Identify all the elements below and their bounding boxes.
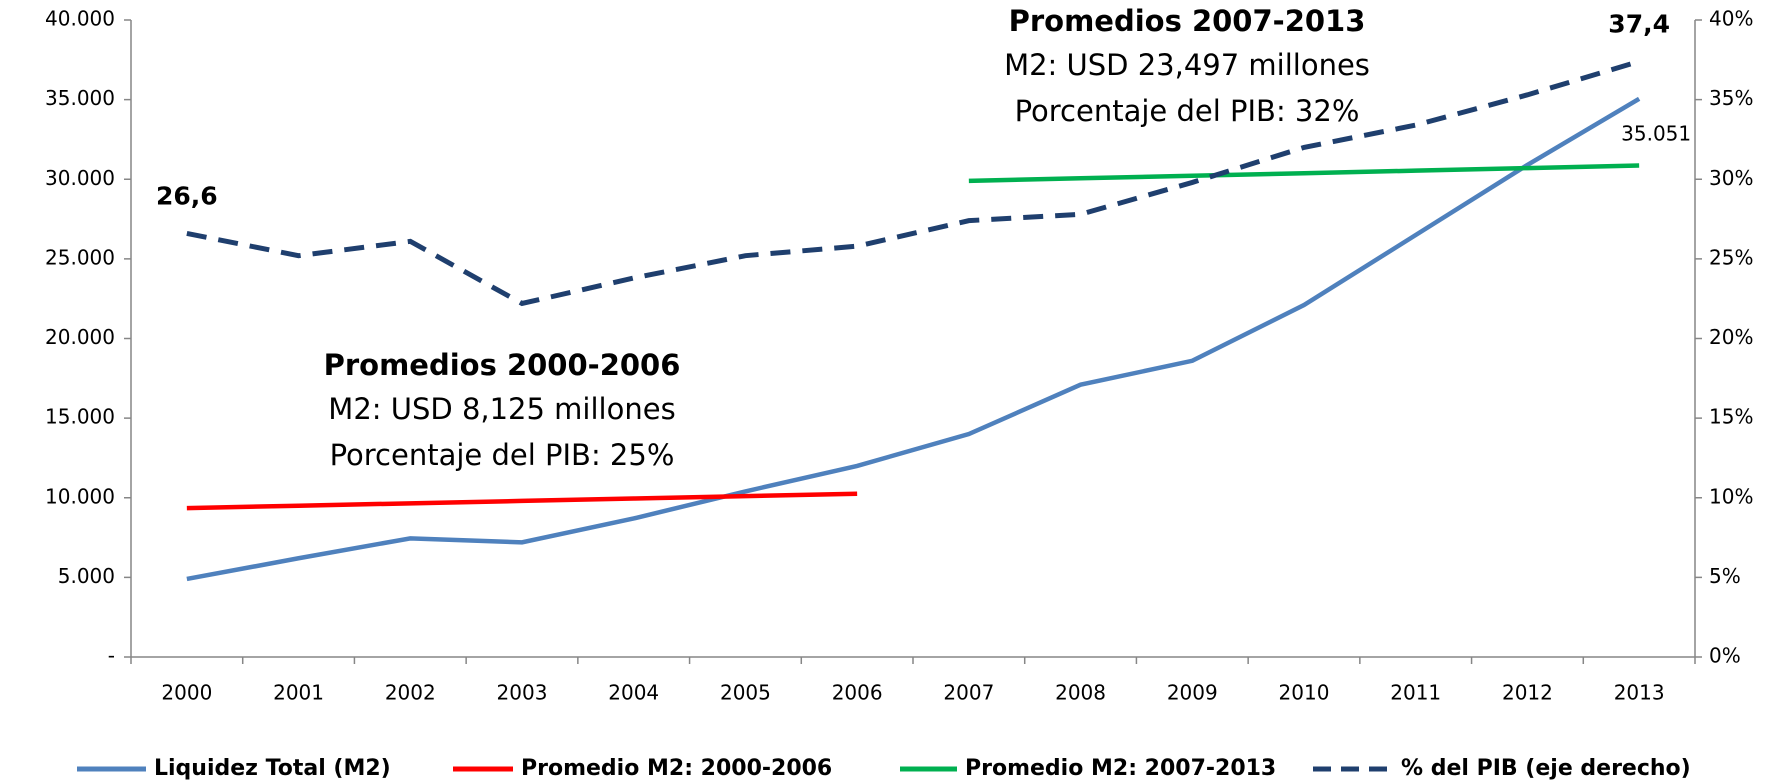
annotation-title: Promedios 2000-2006 <box>324 348 681 382</box>
y-tick-label: 15.000 <box>45 405 115 429</box>
x-tick-label: 2007 <box>943 681 994 705</box>
x-tick-label: 2011 <box>1390 681 1441 705</box>
legend-label: Promedio M2: 2000-2006 <box>521 756 832 781</box>
series-line <box>186 59 1640 307</box>
series-line <box>186 491 858 511</box>
x-tick-label: 2013 <box>1614 681 1665 705</box>
y-tick-label: 5.000 <box>58 564 115 588</box>
x-tick-label: 2005 <box>720 681 771 705</box>
y2-tick-label: 10% <box>1709 484 1753 508</box>
y2-tick-label: 30% <box>1709 166 1753 190</box>
annotation-line: M2: USD 8,125 millones <box>328 392 675 426</box>
y2-tick-label: 25% <box>1709 245 1753 269</box>
x-tick-label: 2009 <box>1167 681 1218 705</box>
x-tick-label: 2000 <box>161 681 212 705</box>
y-tick-label: 30.000 <box>45 166 115 190</box>
y-tick-label: 40.000 <box>45 7 115 31</box>
y2-tick-label: 0% <box>1709 644 1741 668</box>
x-tick-label: 2004 <box>608 681 659 705</box>
y-tick-label: 10.000 <box>45 484 115 508</box>
annotation-title: Promedios 2007-2013 <box>1009 4 1366 38</box>
y2-tick-label: 40% <box>1709 7 1753 31</box>
x-tick-label: 2010 <box>1279 681 1330 705</box>
y2-tick-label: 5% <box>1709 564 1741 588</box>
series-line <box>968 163 1640 184</box>
annotation-line: Porcentaje del PIB: 32% <box>1015 94 1360 128</box>
x-tick-label: 2002 <box>385 681 436 705</box>
x-tick-label: 2012 <box>1502 681 1553 705</box>
x-tick-label: 2006 <box>832 681 883 705</box>
data-label: 35.051 <box>1621 121 1691 145</box>
y-tick-label: 25.000 <box>45 245 115 269</box>
legend-label: Promedio M2: 2007-2013 <box>965 756 1276 781</box>
legend-label: % del PIB (eje derecho) <box>1401 756 1691 781</box>
series-line <box>186 96 1641 582</box>
x-tick-label: 2008 <box>1055 681 1106 705</box>
y2-tick-label: 35% <box>1709 86 1753 110</box>
x-tick-label: 2001 <box>273 681 324 705</box>
annotation-line: Porcentaje del PIB: 25% <box>330 438 675 472</box>
y-tick-label: - <box>108 644 115 668</box>
y2-tick-label: 20% <box>1709 325 1753 349</box>
y-tick-label: 35.000 <box>45 86 115 110</box>
x-tick-label: 2003 <box>497 681 548 705</box>
annotation-line: M2: USD 23,497 millones <box>1004 48 1370 82</box>
data-label: 26,6 <box>156 181 218 210</box>
legend-label: Liquidez Total (M2) <box>154 756 391 781</box>
y-tick-label: 20.000 <box>45 325 115 349</box>
data-label: 37,4 <box>1608 9 1670 38</box>
y2-tick-label: 15% <box>1709 405 1753 429</box>
